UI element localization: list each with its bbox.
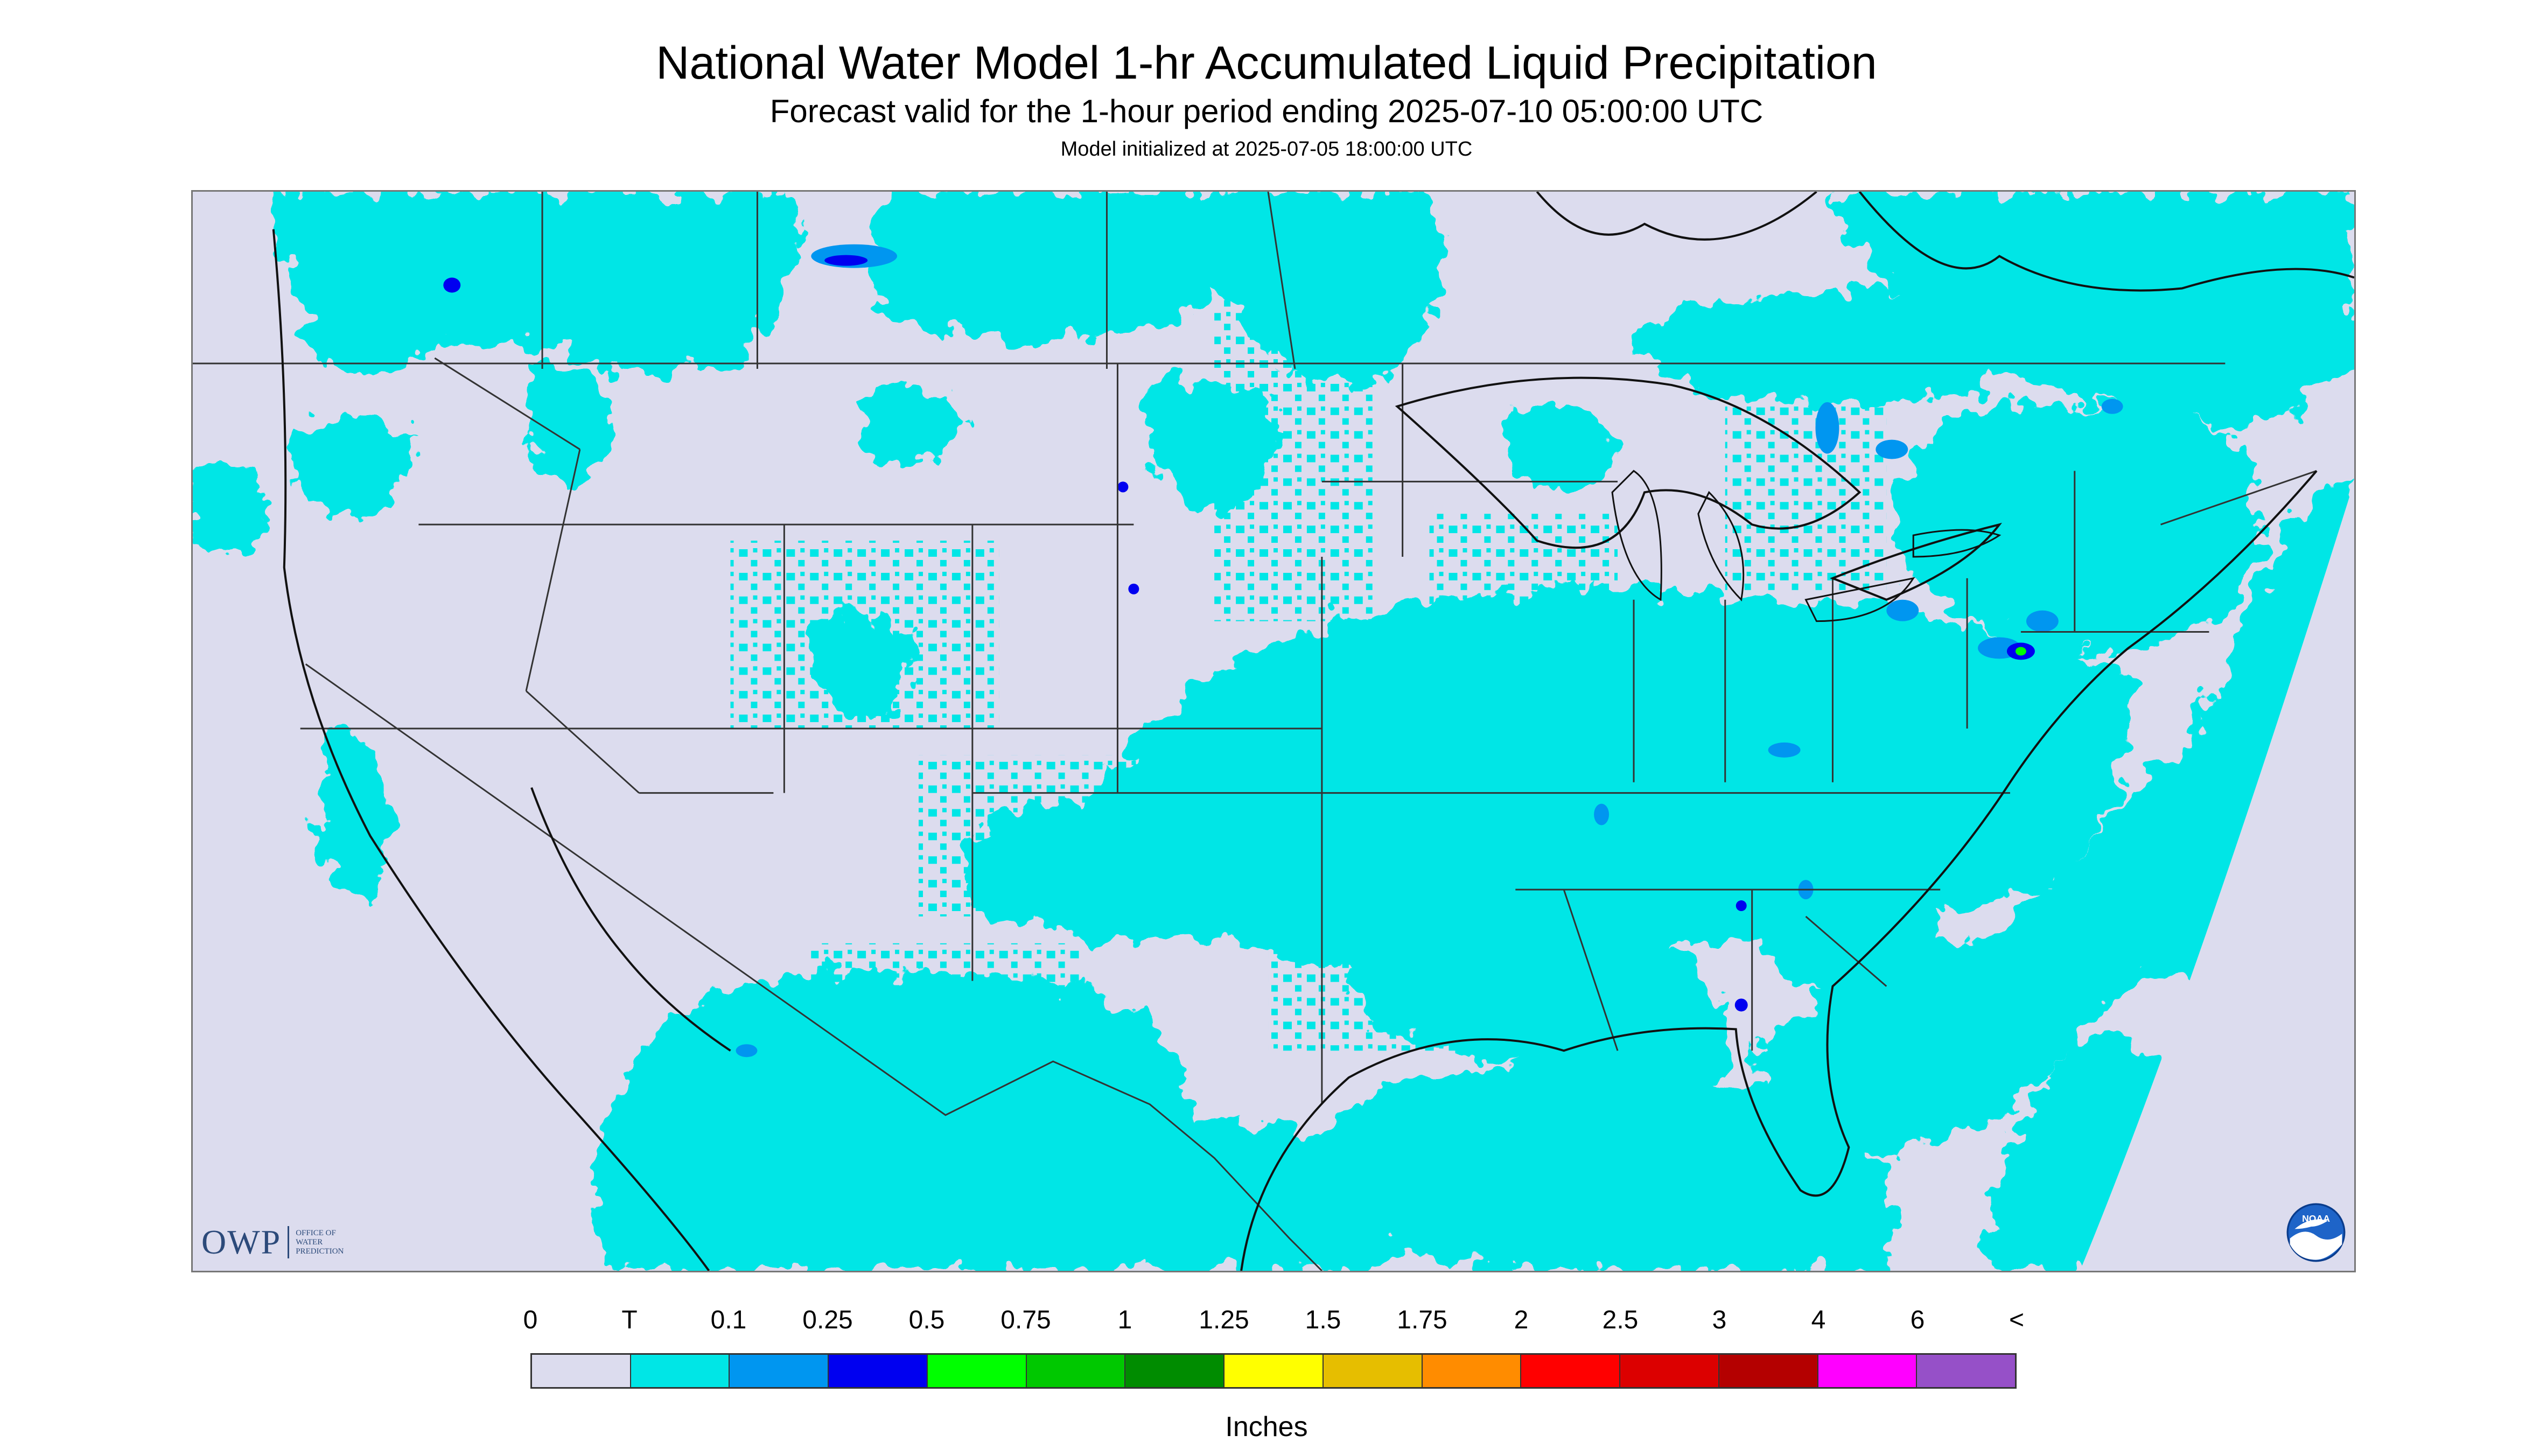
legend-tick-label: 0.75 [1000, 1306, 1051, 1334]
forecast-valid-line: Forecast valid for the 1-hour period end… [769, 93, 1764, 129]
legend-swatch-5 [1026, 1355, 1126, 1387]
legend-swatch-7 [1224, 1355, 1324, 1387]
legend-swatch-11 [1620, 1355, 1719, 1387]
legend-tick-label: 2.5 [1602, 1306, 1639, 1334]
legend-tick-label: 0.5 [908, 1306, 945, 1334]
legend-swatch-2 [730, 1355, 829, 1387]
precipitation-map[interactable]: OWP Office of Water Prediction NOAA [191, 190, 2356, 1272]
legend-tick-label: 2 [1514, 1306, 1529, 1334]
legend-unit-label: Inches [1225, 1411, 1308, 1443]
legend-tick-label: 1.25 [1199, 1306, 1249, 1334]
owp-logo-divider [288, 1226, 290, 1258]
legend-tick-label: 1 [1117, 1306, 1132, 1334]
legend-swatch-9 [1422, 1355, 1522, 1387]
legend-tick-label: 1.5 [1305, 1306, 1341, 1334]
legend-swatch-0 [532, 1355, 631, 1387]
legend-swatch-3 [829, 1355, 928, 1387]
legend-swatch-4 [927, 1355, 1027, 1387]
legend-swatch-13 [1818, 1355, 1918, 1387]
legend-swatch-6 [1125, 1355, 1225, 1387]
model-init-line: Model initialized at 2025-07-05 18:00:00… [1060, 138, 1473, 160]
legend-tick-label: 0 [523, 1306, 538, 1334]
legend-swatch-12 [1719, 1355, 1818, 1387]
precip-heavy-cells [443, 255, 2035, 1012]
precip-trace-speckle [730, 299, 1887, 1078]
map-canvas [193, 192, 2354, 1271]
lakes [1611, 470, 2002, 622]
legend-tick-label: T [621, 1306, 638, 1334]
political-boundaries [193, 192, 2317, 1271]
legend-tick-label: 0.1 [710, 1306, 747, 1334]
legend-tick-label: 6 [1910, 1306, 1925, 1334]
legend-tick-label: 4 [1811, 1306, 1826, 1334]
noaa-logo-lettering: NOAA [2302, 1213, 2330, 1224]
owp-logo: OWP Office of Water Prediction [201, 1222, 344, 1262]
noaa-logo-icon: NOAA [2286, 1203, 2346, 1262]
owp-logo-mark: OWP [201, 1223, 282, 1261]
legend-tick-label: 3 [1712, 1306, 1727, 1334]
precip-extreme-cell [2015, 647, 2026, 656]
coastlines [272, 192, 2354, 1271]
legend-swatch-1 [631, 1355, 730, 1387]
map-title: National Water Model 1-hr Accumulated Li… [656, 37, 1877, 89]
legend-swatch-10 [1521, 1355, 1621, 1387]
legend-swatch-8 [1323, 1355, 1423, 1387]
out-of-domain-mask [193, 481, 2354, 1271]
legend-color-bar [530, 1353, 2017, 1389]
owp-logo-subtitle: Office of Water Prediction [296, 1228, 344, 1256]
legend-tick-label: 1.75 [1397, 1306, 1447, 1334]
legend-tick-label: 0.25 [802, 1306, 853, 1334]
legend-tick-labels: 0 T 0.1 0.25 0.5 0.75 1 1.25 1.5 1.75 2 2.5 3 4 6 < [0, 1305, 2533, 1343]
legend-tick-label: < [2009, 1306, 2025, 1334]
legend-swatch-14 [1917, 1355, 2016, 1387]
